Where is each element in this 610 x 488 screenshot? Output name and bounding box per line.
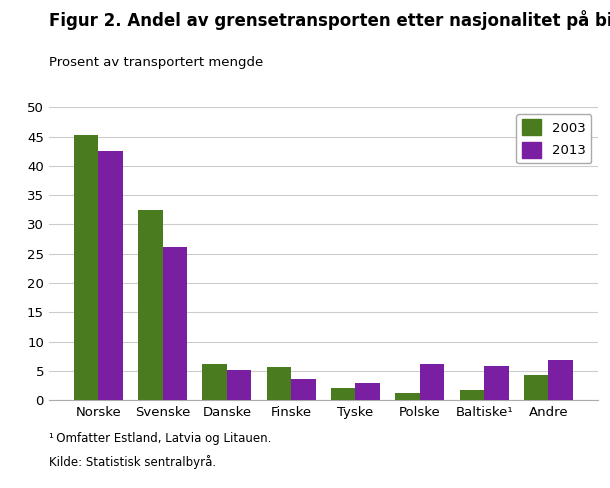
Legend: 2003, 2013: 2003, 2013: [517, 114, 591, 163]
Bar: [138, 210, 162, 400]
Bar: [227, 370, 251, 400]
Bar: [484, 366, 509, 400]
Bar: [331, 388, 356, 400]
Bar: [548, 360, 573, 400]
Bar: [524, 375, 548, 400]
Text: Kilde: Statistisk sentralbyrå.: Kilde: Statistisk sentralbyrå.: [49, 455, 216, 469]
Bar: [74, 136, 98, 400]
Text: ¹ Omfatter Estland, Latvia og Litauen.: ¹ Omfatter Estland, Latvia og Litauen.: [49, 432, 271, 445]
Bar: [356, 383, 380, 400]
Bar: [420, 365, 444, 400]
Bar: [98, 151, 123, 400]
Bar: [267, 367, 291, 400]
Bar: [162, 247, 187, 400]
Bar: [460, 389, 484, 400]
Bar: [203, 364, 227, 400]
Text: Figur 2. Andel av grensetransporten etter nasjonalitet på bilen: Figur 2. Andel av grensetransporten ette…: [49, 10, 610, 30]
Bar: [395, 393, 420, 400]
Bar: [291, 379, 315, 400]
Text: Prosent av transportert mengde: Prosent av transportert mengde: [49, 56, 263, 69]
